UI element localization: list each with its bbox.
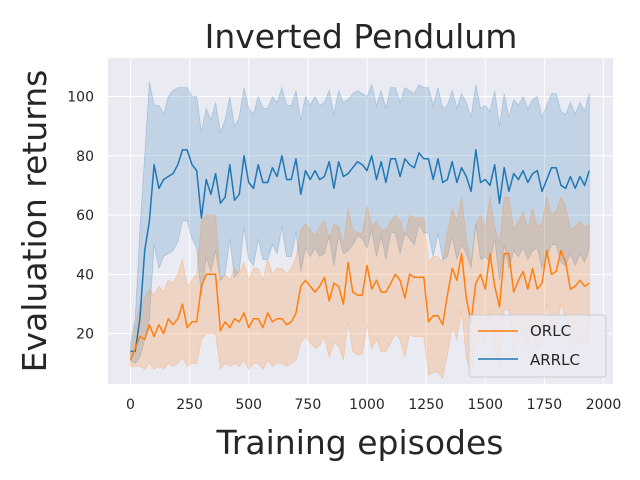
y-tick-label: 80 (76, 149, 94, 165)
y-tick-label: 100 (67, 90, 94, 106)
legend: ORLC ARRLC (468, 314, 607, 378)
x-tick-label: 750 (295, 397, 322, 413)
x-tick-label: 250 (176, 397, 203, 413)
x-tick-label: 1250 (408, 397, 444, 413)
y-tick-label: 60 (76, 208, 94, 224)
y-tick-labels: 20 40 60 80 100 (67, 90, 94, 343)
x-tick-labels: 0 250 500 750 1000 1250 1500 1750 2000 (126, 397, 621, 413)
x-axis-label: Training episodes (216, 423, 504, 462)
y-tick-label: 40 (76, 267, 94, 283)
x-tick-label: 0 (126, 397, 135, 413)
y-tick-label: 20 (76, 327, 94, 343)
series-line-arrlc (130, 149, 591, 353)
x-tick-label: 2000 (586, 397, 622, 413)
chart-title: Inverted Pendulum (205, 17, 518, 56)
x-tick-label: 500 (235, 397, 262, 413)
x-tick-label: 1750 (527, 397, 563, 413)
legend-label-orlc: ORLC (530, 322, 571, 340)
legend-label-arrlc: ARRLC (530, 351, 580, 369)
series-line-orlc (129, 249, 590, 361)
y-axis-label: Evaluation returns (15, 70, 54, 373)
x-tick-label: 1000 (349, 397, 385, 413)
x-tick-label: 1500 (467, 397, 503, 413)
band-arrlc (130, 81, 590, 364)
series-lines (129, 149, 591, 361)
